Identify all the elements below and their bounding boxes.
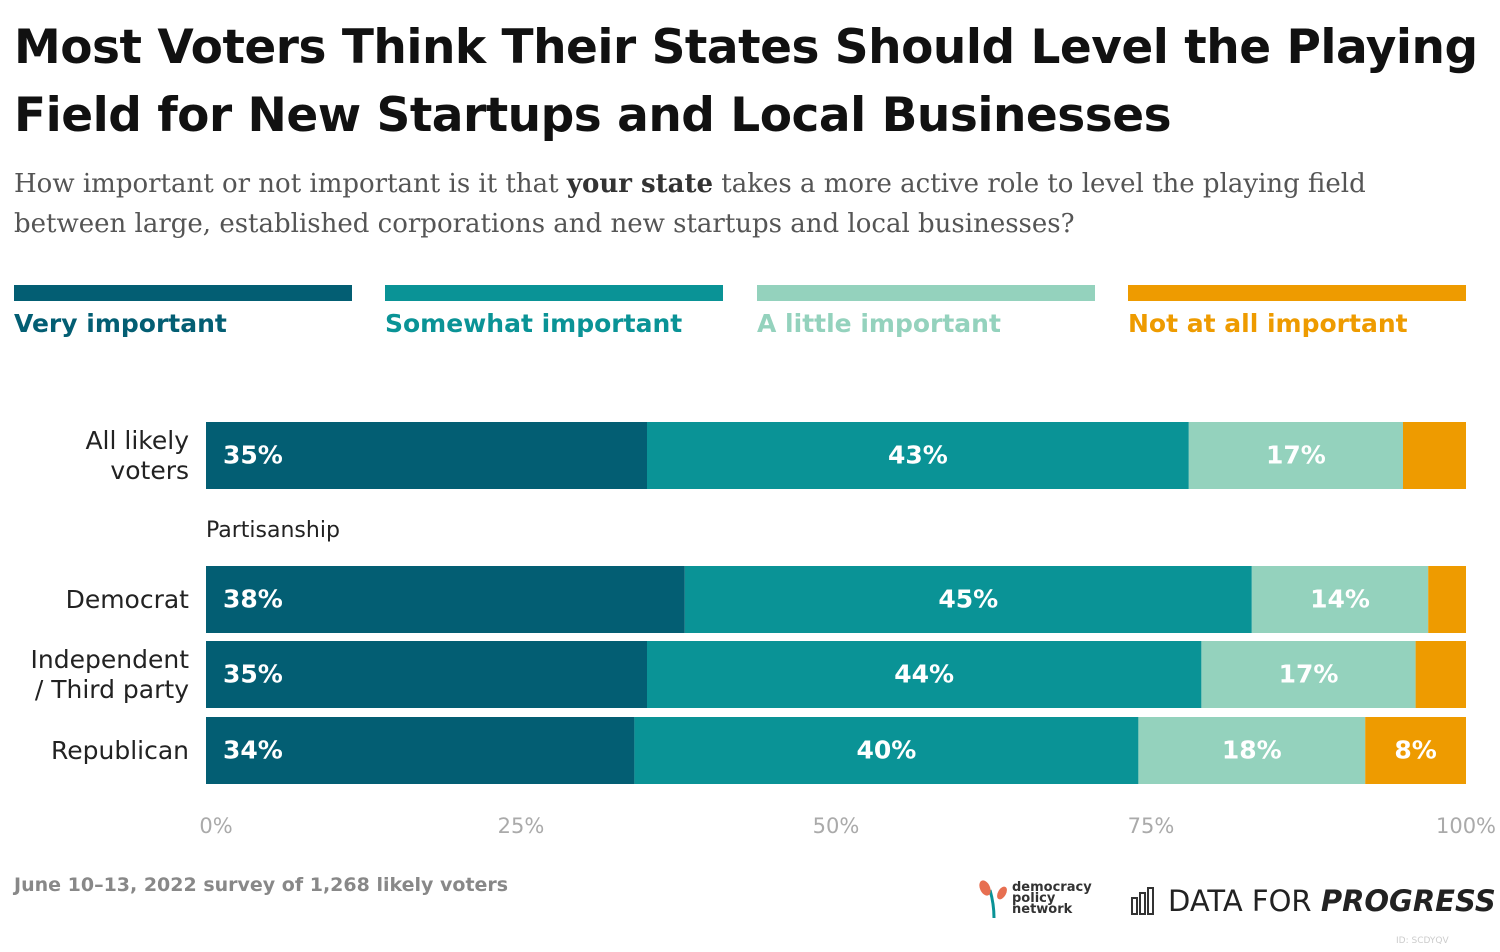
y-tick-label: Republican bbox=[50, 735, 189, 765]
chart-title: Most Voters Think Their States Should Le… bbox=[14, 20, 1478, 143]
legend-label: Somewhat important bbox=[385, 309, 682, 338]
bar-segment bbox=[206, 641, 647, 708]
logo-icon bbox=[1131, 887, 1154, 915]
group-label: Partisanship bbox=[206, 518, 340, 543]
logo-text: DATA FOR PROGRESS bbox=[1168, 884, 1496, 918]
data-label: 35% bbox=[223, 441, 283, 470]
bar-segment bbox=[634, 717, 1139, 784]
subtitle-emphasis: your state bbox=[566, 169, 714, 199]
x-tick-label: 100% bbox=[1436, 814, 1496, 838]
bar-segment bbox=[1403, 422, 1466, 489]
legend-label: Very important bbox=[14, 309, 227, 338]
x-tick-label: 75% bbox=[1128, 814, 1175, 838]
bar-segment bbox=[206, 717, 635, 784]
y-tick-label: All likely voters bbox=[85, 425, 189, 485]
logo-icon bbox=[979, 880, 1007, 919]
data-label: 43% bbox=[888, 441, 948, 470]
bar-segment bbox=[1365, 717, 1466, 784]
data-label: 40% bbox=[856, 736, 916, 765]
data-label: 18% bbox=[1222, 736, 1282, 765]
legend-swatch bbox=[385, 285, 723, 301]
subtitle-text: takes a more active role to level the pl… bbox=[14, 169, 1366, 239]
chart-id: ID: SCDYQV bbox=[1396, 936, 1449, 946]
legend-swatch bbox=[14, 285, 352, 301]
x-tick-label: 25% bbox=[498, 814, 545, 838]
data-label: 17% bbox=[1279, 660, 1339, 689]
bar-segment bbox=[1428, 566, 1466, 633]
logo-text: DATA FOR bbox=[1168, 884, 1312, 918]
bar-segment bbox=[1138, 717, 1366, 784]
bar-segment bbox=[206, 422, 647, 489]
chart-subtitle: How important or not important is it tha… bbox=[14, 164, 1484, 244]
bar-segment bbox=[1415, 641, 1466, 708]
data-label: 38% bbox=[223, 585, 283, 614]
data-label: 44% bbox=[894, 660, 954, 689]
bar-segment bbox=[1251, 566, 1429, 633]
bar-segment bbox=[684, 566, 1252, 633]
data-label: 34% bbox=[223, 736, 283, 765]
bar-segment bbox=[647, 641, 1202, 708]
legend-label: A little important bbox=[757, 309, 1001, 338]
logo-text: democracy policy network bbox=[1012, 880, 1092, 917]
y-tick-label: Independent / Third party bbox=[30, 644, 189, 704]
legend-swatch bbox=[757, 285, 1095, 301]
data-label: 35% bbox=[223, 660, 283, 689]
x-tick-label: 0% bbox=[199, 814, 232, 838]
bar-segment bbox=[647, 422, 1189, 489]
legend-label: Not at all important bbox=[1128, 309, 1408, 338]
bar-segment bbox=[1188, 422, 1403, 489]
data-label: 8% bbox=[1394, 736, 1436, 765]
footnote: June 10–13, 2022 survey of 1,268 likely … bbox=[14, 874, 509, 896]
data-label: 17% bbox=[1266, 441, 1326, 470]
data-label: 45% bbox=[938, 585, 998, 614]
subtitle-text: How important or not important is it tha… bbox=[14, 169, 567, 199]
bar-segment bbox=[1201, 641, 1416, 708]
y-tick-label: Democrat bbox=[65, 584, 189, 614]
legend-swatch bbox=[1128, 285, 1466, 301]
logo-text: PROGRESS bbox=[1320, 884, 1496, 918]
data-label: 14% bbox=[1310, 585, 1370, 614]
x-tick-label: 50% bbox=[813, 814, 860, 838]
bar-segment bbox=[206, 566, 685, 633]
